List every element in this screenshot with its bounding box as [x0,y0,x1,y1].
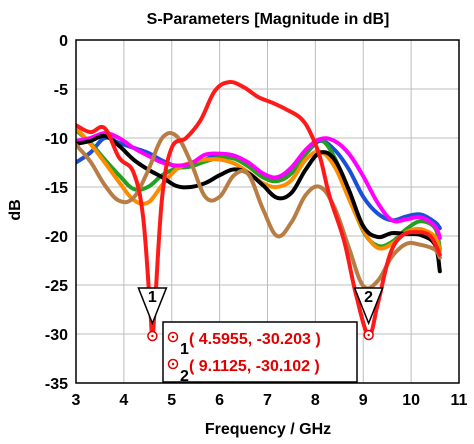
annotation-dot-icon-center [171,335,175,339]
chart-title: S-Parameters [Magnitude in dB] [147,11,390,28]
marker-dot-center [367,333,370,337]
marker-2: 2 [353,287,384,341]
marker-triangle [353,287,384,326]
x-tick-label: 5 [167,392,176,409]
y-tick-label: -15 [45,180,68,197]
annotation-value: ( 9.1125, -30.102 ) [189,358,320,375]
x-tick-labels: 3 4 5 6 7 8 9 10 11 [72,392,468,409]
y-axis-label: dB [7,199,24,220]
annotation-frame [162,321,358,383]
marker-number: 2 [364,289,373,306]
annotation-dot-icon-center [171,362,175,366]
marker-number: 1 [148,289,157,306]
x-tick-label: 10 [402,392,420,409]
marker-annotation-box: 1( 4.5955, -30.203 ) 2( 9.1125, -30.102 ) [162,321,358,385]
x-tick-label: 11 [451,392,468,409]
y-tick-label: -5 [54,82,68,99]
x-tick-label: 4 [119,392,128,409]
marker-triangle [137,287,168,326]
x-tick-label: 3 [72,392,81,409]
y-tick-labels: 0 -5 -10 -15 -20 -25 -30 -35 [45,33,68,393]
annotation-index: 1 [180,341,189,358]
y-tick-label: -25 [45,278,68,295]
y-tick-label: -30 [45,327,68,344]
series-group [76,80,442,338]
x-tick-label: 7 [263,392,272,409]
x-tick-label: 6 [215,392,224,409]
y-tick-label: -10 [45,131,68,148]
plot-frame [75,39,460,384]
x-tick-label: 9 [359,392,368,409]
y-tick-label: -20 [45,229,68,246]
annotation-value: ( 4.5955, -30.203 ) [189,331,321,348]
marker-1: 1 [137,287,168,342]
series-line-7 [76,80,442,338]
x-tick-label: 8 [311,392,320,409]
marker-dot-center [151,334,154,338]
y-tick-label: 0 [59,33,68,50]
y-tick-label: -35 [45,376,68,393]
series-line-5 [76,133,442,274]
series-line-4 [76,131,442,240]
x-axis-label: Frequency / GHz [205,421,331,438]
annotation-index: 2 [180,368,189,385]
